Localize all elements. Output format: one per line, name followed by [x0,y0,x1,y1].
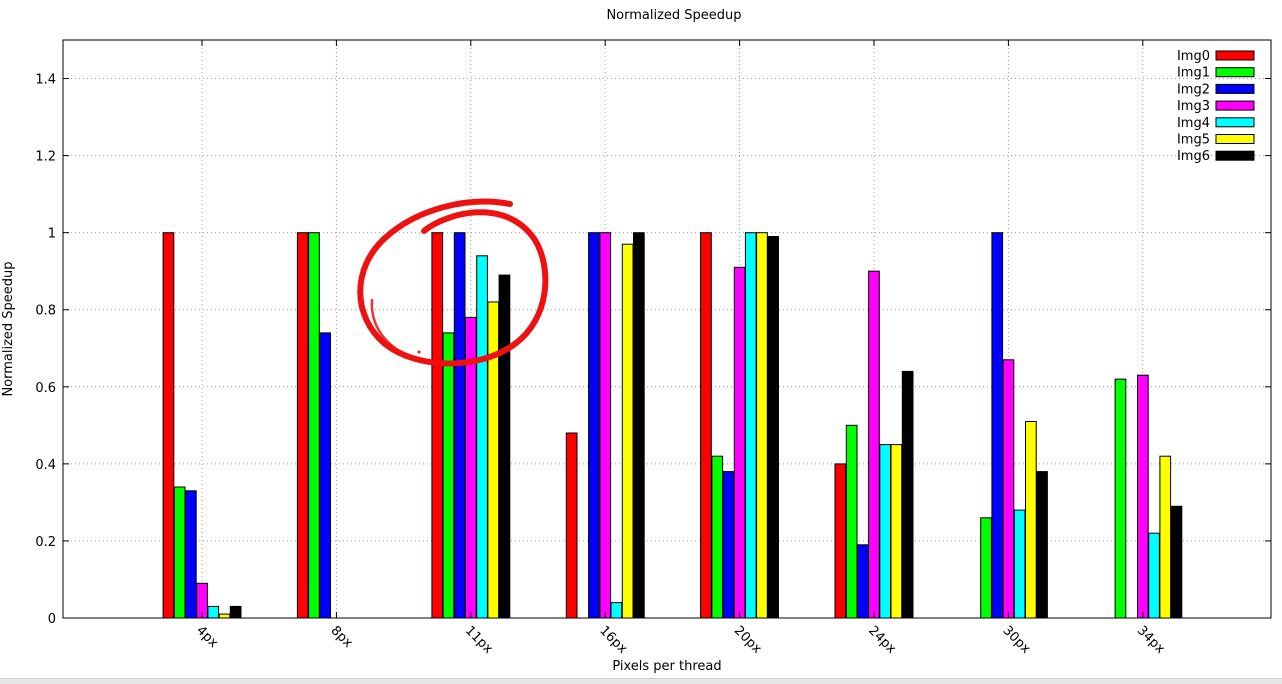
bar-img1-20px [711,455,724,619]
bar-img1-8px [308,232,320,619]
bar-img0-11px [431,232,444,619]
x-tick-label: 4px [193,623,221,651]
red-circle-annotation [357,198,549,367]
bar-img0-16px [565,432,578,619]
bar-img6-34px [1170,505,1183,619]
bar-img4-30px [1013,509,1026,619]
bar-img6-20px [767,236,779,619]
bar-img4-20px [744,232,757,619]
bar-img1-11px [442,332,455,619]
legend-swatch-img5 [1215,134,1255,144]
bar-img2-16px [588,232,600,619]
bar-img6-16px [633,232,645,619]
x-tick-label: 8px [328,623,356,651]
bar-img6-24px [901,370,914,619]
bar-img0-20px [700,232,712,619]
legend-swatch-img1 [1215,67,1255,78]
bar-img4-34px [1148,532,1160,619]
y-tick-label: 0.8 [35,304,56,319]
bar-img2-4px [185,490,197,619]
bar-img0-4px [162,232,175,619]
bar-img2-8px [319,332,331,619]
bar-img5-16px [621,243,634,619]
bars [162,232,1183,619]
y-axis-label: Normalized Speedup [1,261,16,396]
bar-img2-11px [453,232,466,619]
x-axis-label: Pixels per thread [612,659,721,674]
y-tick-label: 1.4 [35,73,56,88]
bar-img5-4px [218,613,231,619]
bar-img2-20px [722,471,735,619]
legend-label: Img5 [1177,133,1210,148]
y-tick-label: 1.2 [35,150,56,165]
legend-swatch-img6 [1215,150,1255,161]
legend-swatch-img4 [1215,117,1255,128]
bar-img1-24px [845,424,858,619]
bar-img3-20px [733,266,746,619]
legend-swatch-img0 [1215,50,1255,61]
bar-img6-30px [1036,471,1048,619]
bar-img1-34px [1114,378,1127,619]
x-tick-label: 34px [1134,623,1168,657]
bar-img3-34px [1137,374,1149,619]
bar-img3-16px [599,232,612,619]
bar-img1-4px [173,486,186,619]
annotation-stroke-inner [370,298,530,365]
legend-label: Img3 [1177,99,1210,114]
bar-img0-8px [296,232,309,619]
window-bottom-edge [0,678,1282,684]
x-tick-label: 11px [462,623,496,657]
bar-img3-30px [1002,359,1015,619]
legend-label: Img0 [1177,49,1210,64]
bar-img0-24px [834,463,847,619]
bar-img2-24px [856,544,869,619]
legend-label: Img4 [1177,116,1210,131]
x-tick-label: 24px [865,623,899,657]
bar-img4-24px [879,444,891,619]
chart-title: Normalized Speedup [606,8,741,23]
grid [63,40,1271,618]
annotation-dot [417,350,421,354]
y-tick-label: 0.4 [35,458,56,473]
y-tick-label: 0 [48,612,56,627]
bar-img3-24px [868,270,880,619]
y-tick-label: 0.2 [35,535,56,550]
annotation-stroke [357,198,549,367]
legend-label: Img2 [1177,82,1210,97]
plot-frame [62,39,1272,619]
bar-img4-11px [476,255,488,619]
bar-img5-11px [487,301,500,619]
legend-swatch-img2 [1215,83,1255,94]
bar-img5-20px [756,232,768,619]
legend-swatch-img3 [1215,100,1255,111]
bar-img4-4px [207,605,220,619]
bar-img5-24px [890,444,903,619]
x-tick-label: 20px [731,623,765,657]
x-tick-label: 16px [596,623,630,657]
y-tick-label: 1 [48,227,56,242]
legend-label: Img1 [1177,66,1210,81]
legend-label: Img6 [1177,149,1210,164]
bar-img2-30px [991,232,1004,619]
bar-img5-30px [1025,421,1037,619]
axis-ticks: 0 0.2 0.4 0.6 0.8 1 1.2 1.4 4px 8px 11px 16px 20px 24… [35,40,1271,657]
bar-img6-4px [229,605,242,619]
bar-img5-34px [1159,455,1172,619]
bar-img6-11px [498,274,511,619]
x-tick-label: 30px [1000,623,1034,657]
bar-img4-16px [610,602,623,619]
y-tick-label: 0.6 [35,381,56,396]
bar-img1-30px [980,517,992,619]
